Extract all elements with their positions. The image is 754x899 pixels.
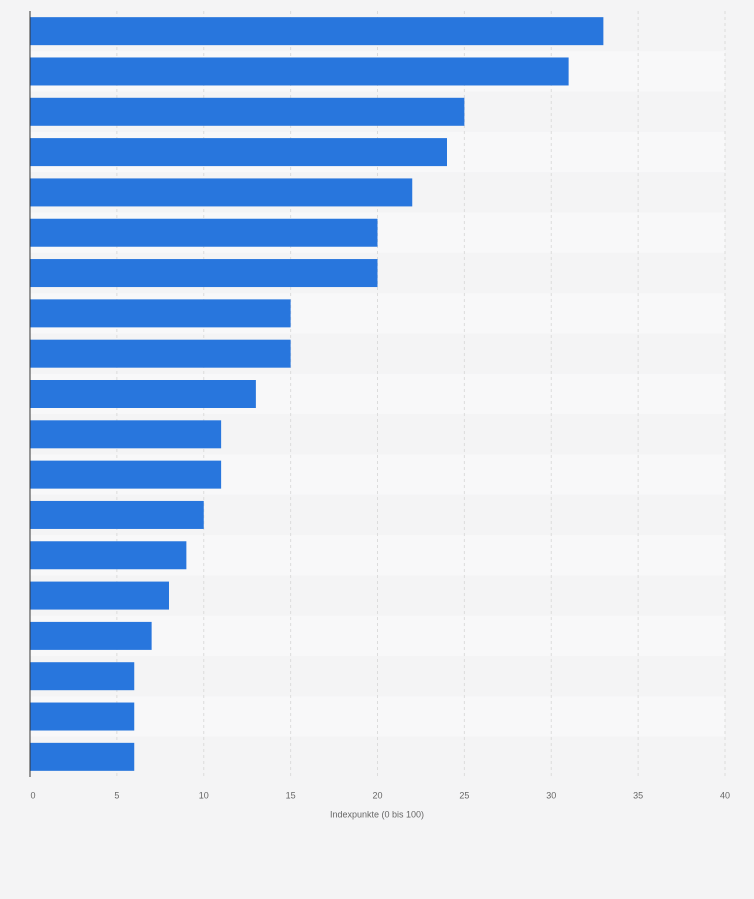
bar — [30, 138, 447, 167]
bar — [30, 178, 413, 207]
bar — [30, 97, 465, 126]
bar — [30, 581, 169, 610]
x-tick-label: 25 — [459, 790, 469, 800]
bar — [30, 299, 291, 328]
x-tick-label: 20 — [372, 790, 382, 800]
x-tick-label: 10 — [199, 790, 209, 800]
bar — [30, 420, 222, 449]
x-axis-label: Indexpunkte (0 bis 100) — [330, 809, 424, 819]
bar — [30, 460, 222, 489]
bar — [30, 662, 135, 691]
x-tick-label: 30 — [546, 790, 556, 800]
bar — [30, 380, 256, 408]
bar — [30, 742, 135, 771]
x-tick-label: 5 — [114, 790, 119, 800]
x-tick-label: 40 — [720, 790, 730, 800]
bar — [30, 500, 204, 529]
bar — [30, 541, 187, 570]
x-tick-label: 15 — [286, 790, 296, 800]
bar — [30, 17, 604, 46]
x-tick-label: 0 — [30, 790, 35, 800]
bar — [30, 259, 378, 288]
bar — [30, 57, 569, 86]
bar — [30, 621, 152, 650]
x-tick-label: 35 — [633, 790, 643, 800]
bar — [30, 218, 378, 247]
bar — [30, 339, 291, 368]
bar — [30, 702, 135, 731]
